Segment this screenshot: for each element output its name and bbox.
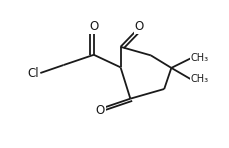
Text: CH₃: CH₃: [190, 53, 208, 63]
Text: O: O: [95, 104, 104, 117]
Text: CH₃: CH₃: [190, 74, 208, 84]
Text: O: O: [134, 20, 143, 33]
Text: O: O: [89, 20, 98, 33]
Text: Cl: Cl: [27, 67, 38, 79]
